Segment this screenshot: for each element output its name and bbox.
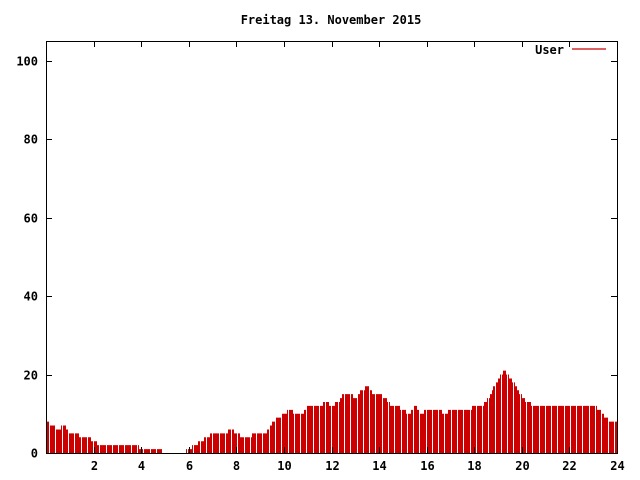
- y-tick-label: 0: [31, 447, 38, 461]
- plot-frame: [46, 41, 618, 454]
- x-tick-label: 10: [277, 459, 291, 473]
- axes-layer: [46, 41, 618, 454]
- chart-title: Freitag 13. November 2015: [241, 13, 422, 27]
- x-tick-label: 2: [91, 459, 98, 473]
- x-tick-label: 18: [467, 459, 481, 473]
- y-tick-label: 20: [24, 369, 38, 383]
- legend-label-user: User: [535, 43, 564, 57]
- y-tick-label: 60: [24, 212, 38, 226]
- x-tick-label: 12: [325, 459, 339, 473]
- legend: User: [535, 43, 606, 57]
- x-tick-label: 4: [138, 459, 145, 473]
- y-tick-label: 100: [16, 55, 38, 69]
- x-tick-label: 8: [233, 459, 240, 473]
- x-tick-label: 24: [610, 459, 624, 473]
- y-tick-label: 40: [24, 290, 38, 304]
- bars-layer: [46, 370, 617, 453]
- x-tick-label: 16: [420, 459, 434, 473]
- x-tick-label: 14: [372, 459, 386, 473]
- x-tick-label: 20: [515, 459, 529, 473]
- x-tick-label: 6: [186, 459, 193, 473]
- x-tick-label: 22: [562, 459, 576, 473]
- y-tick-label: 80: [24, 133, 38, 147]
